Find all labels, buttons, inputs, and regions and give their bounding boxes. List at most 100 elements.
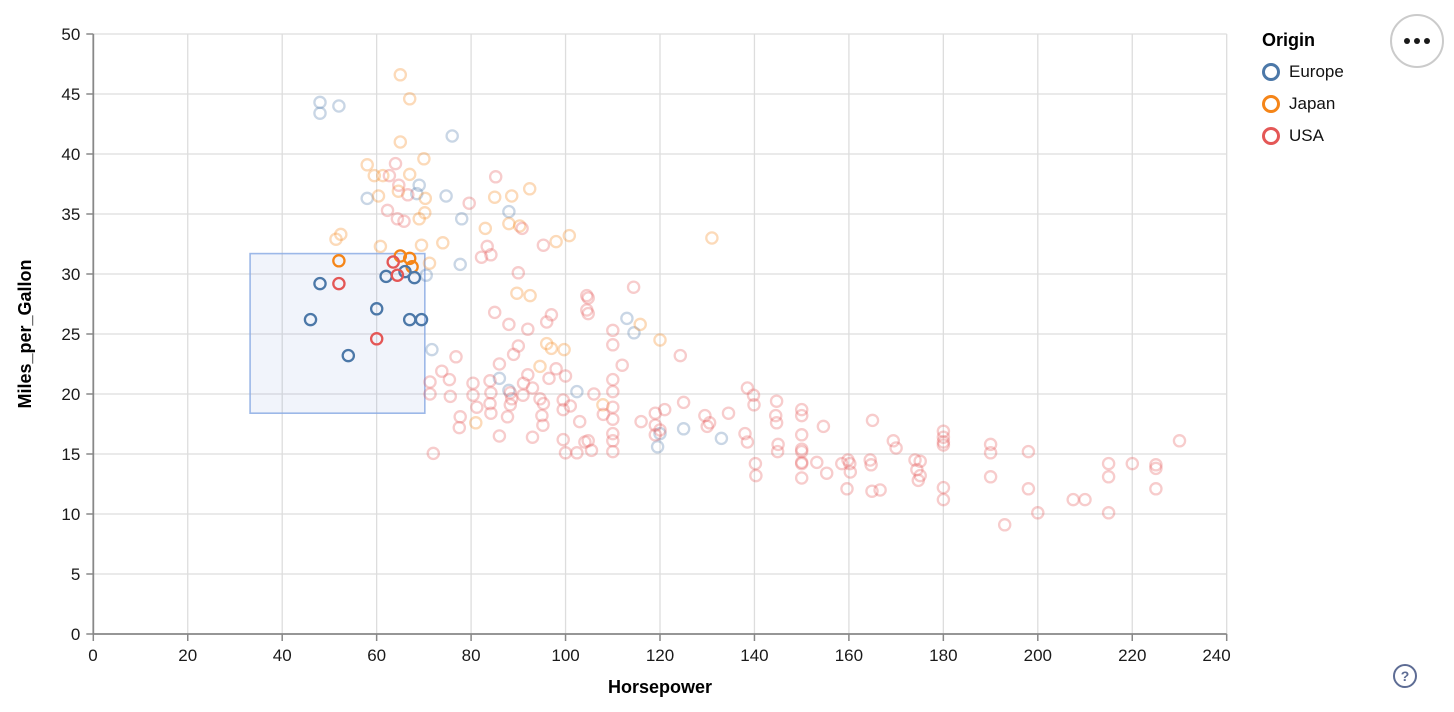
scatter-point-japan [705, 231, 719, 245]
scatter-point-usa [843, 465, 858, 479]
scatter-point-usa [466, 376, 480, 390]
scatter-point-usa [936, 492, 951, 507]
scatter-point-usa [390, 268, 405, 282]
scatter-point-europe [570, 384, 584, 399]
scatter-point-usa [865, 484, 879, 498]
legend: Origin Europe Japan USA [1258, 30, 1344, 157]
scatter-point-usa [587, 387, 601, 401]
scatter-point-usa [770, 444, 785, 459]
scatter-point-usa [983, 446, 998, 460]
scatter-point-japan [596, 398, 610, 412]
scatter-point-usa [913, 468, 927, 483]
scatter-point-usa [841, 453, 855, 467]
x-tick-label: 180 [929, 646, 957, 665]
scatter-point-usa [525, 381, 540, 395]
scatter-point-usa [606, 384, 620, 399]
scatter-point-usa [702, 416, 717, 430]
scatter-point-usa [581, 291, 595, 305]
help-button[interactable]: ? [1393, 664, 1417, 688]
scatter-point-usa [794, 428, 809, 442]
scatter-point-usa [1101, 506, 1116, 520]
scatter-point-usa [936, 435, 951, 449]
scatter-point-europe [414, 312, 429, 327]
scatter-point-usa [426, 446, 441, 461]
scatter-point-usa [1149, 458, 1163, 472]
x-tick-label: 160 [835, 646, 863, 665]
x-tick-label: 100 [551, 646, 579, 665]
scatter-point-europe [398, 264, 412, 279]
scatter-point-usa [606, 323, 620, 338]
x-tick-label: 240 [1202, 646, 1230, 665]
scatter-point-europe [502, 383, 516, 398]
legend-label: Europe [1289, 61, 1344, 81]
x-tick-label: 120 [646, 646, 674, 665]
scatter-point-europe [369, 302, 384, 316]
legend-label: Japan [1289, 93, 1336, 113]
scatter-point-usa [449, 350, 463, 364]
scatter-point-usa [910, 462, 924, 477]
scatter-point-usa [936, 430, 951, 444]
scatter-point-japan [653, 333, 667, 347]
legend-label: USA [1289, 125, 1324, 145]
scatter-point-usa [864, 458, 878, 472]
scatter-point-usa [556, 432, 570, 447]
scatter-point-usa [615, 358, 629, 372]
scatter-point-usa [516, 388, 530, 402]
x-axis-title: Horsepower [608, 677, 712, 697]
scatter-point-usa [1101, 456, 1116, 471]
scatter-point-usa [1101, 470, 1116, 484]
scatter-point-usa [746, 388, 761, 402]
scatter-point-usa [556, 393, 570, 407]
scatter-point-europe [714, 431, 729, 446]
scatter-point-japan [533, 359, 547, 374]
scatter-point-usa [794, 444, 809, 459]
scatter-point-usa [584, 443, 599, 458]
y-tick-label: 20 [61, 385, 80, 404]
scatter-point-usa [443, 389, 458, 404]
x-tick-label: 80 [462, 646, 481, 665]
y-tick-label: 15 [61, 445, 80, 464]
scatter-point-europe [620, 311, 634, 326]
scatter-point-usa [401, 188, 415, 202]
scatter-point-japan [436, 236, 450, 250]
scatter-point-usa [794, 442, 809, 456]
scatter-point-usa [492, 429, 507, 443]
scatter-point-usa [536, 396, 551, 411]
scatter-point-japan [371, 189, 386, 203]
scatter-point-europe [412, 178, 426, 192]
scatter-point-usa [865, 413, 880, 428]
scatter-point-usa [983, 470, 998, 484]
data-points [303, 68, 1187, 532]
scatter-point-europe [407, 270, 422, 285]
scatter-point-japan [487, 190, 502, 204]
scatter-point-usa [382, 168, 397, 183]
y-tick-label: 25 [61, 325, 80, 344]
scatter-point-usa [863, 453, 877, 467]
scatter-point-japan [393, 135, 408, 149]
x-tick-label: 40 [273, 646, 292, 665]
scatter-point-usa [380, 203, 395, 218]
scatter-point-japan [334, 227, 348, 242]
scatter-point-usa [570, 446, 584, 460]
scatter-point-usa [819, 466, 834, 480]
x-tick-label: 140 [740, 646, 768, 665]
scatter-point-usa [913, 454, 927, 468]
scatter-point-usa [1031, 506, 1045, 520]
scatter-point-usa [515, 221, 529, 236]
scatter-point-usa [488, 170, 503, 184]
scatter-point-usa [332, 276, 346, 291]
scatter-point-usa [740, 381, 755, 395]
scatter-point-usa [492, 357, 507, 371]
chart-actions-menu-button[interactable] [1390, 14, 1444, 68]
scatter-point-usa [483, 374, 497, 388]
scatter-point-usa [474, 250, 489, 264]
scatter-point-usa [466, 388, 480, 402]
x-tick-label: 20 [178, 646, 197, 665]
scatter-point-usa [835, 456, 849, 471]
scatter-point-japan [549, 234, 563, 249]
scatter-point-europe [627, 326, 641, 340]
scatter-point-usa [606, 444, 620, 459]
scatter-point-usa [794, 402, 809, 417]
x-tick-label: 200 [1024, 646, 1052, 665]
